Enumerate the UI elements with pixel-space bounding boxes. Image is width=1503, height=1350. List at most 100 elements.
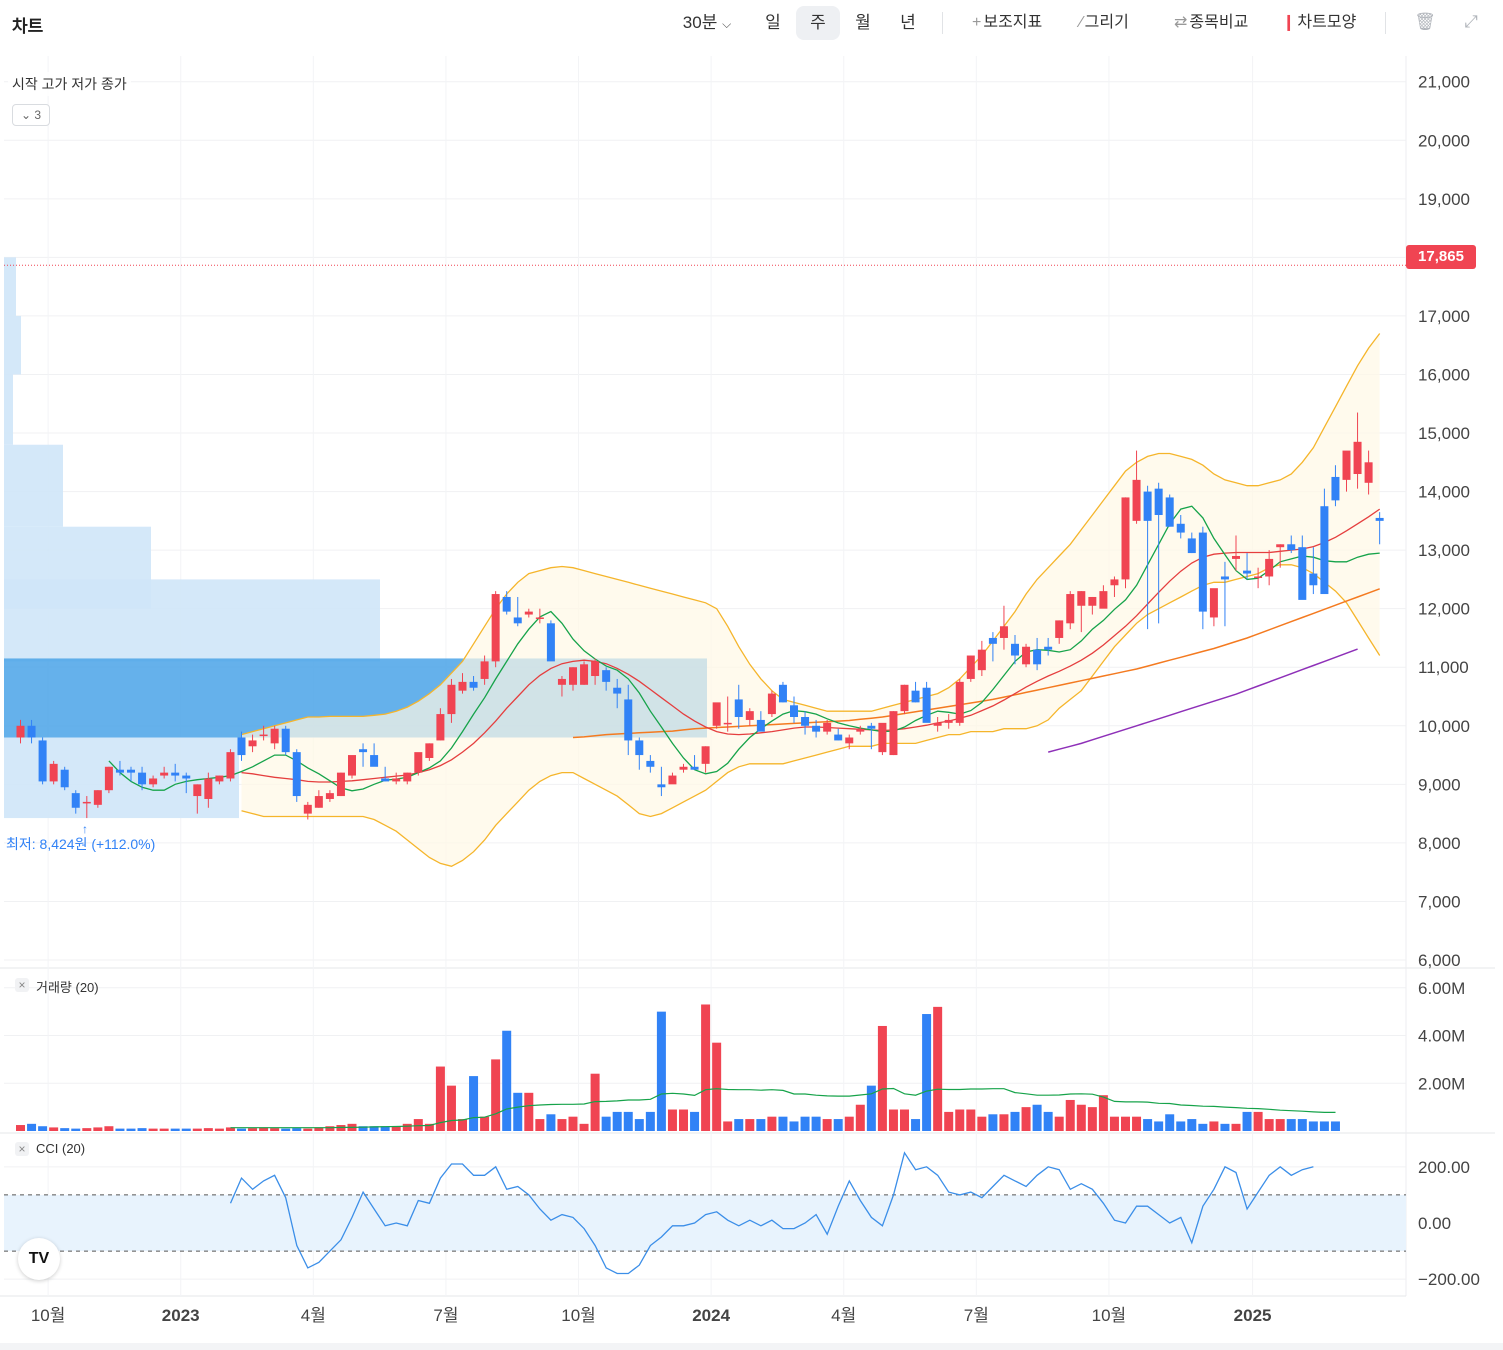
volume-bar [502, 1030, 512, 1131]
ma120-line [1048, 648, 1358, 753]
volume-bar [634, 1119, 644, 1131]
candle-body [1099, 591, 1108, 609]
volume-bar [1010, 1111, 1020, 1131]
candle-body [1320, 506, 1329, 595]
period-day-button[interactable]: 일 [765, 13, 781, 32]
volume-bar [237, 1128, 246, 1131]
period-week-button[interactable]: 주 [796, 6, 840, 40]
candle-body [845, 737, 854, 744]
candle-body [1276, 544, 1285, 548]
candle-body [370, 755, 379, 767]
trash-icon[interactable]: 🗑 [1414, 12, 1436, 31]
candle-body [723, 722, 732, 725]
volume-bar [1253, 1111, 1263, 1131]
candle-body [1243, 570, 1252, 574]
candle-body [569, 667, 577, 685]
volume-bar [60, 1128, 70, 1131]
volume-profile-bar [4, 374, 13, 445]
volume-bar [248, 1128, 258, 1131]
chart-style-label: 차트모양 [1297, 14, 1357, 31]
volume-bar [1154, 1121, 1164, 1131]
volume-bar [225, 1127, 235, 1131]
volume-bar [612, 1111, 622, 1131]
candle-body [756, 719, 765, 732]
candle-body [900, 684, 909, 712]
volume-bar [424, 1123, 434, 1131]
candle-body [1265, 558, 1274, 577]
candle-body [1176, 523, 1185, 533]
close-cci-pane-icon[interactable]: × [15, 1142, 29, 1156]
price-tick-label: 21,000 [1418, 73, 1470, 92]
candle-body [226, 752, 235, 779]
toolbar-divider [942, 12, 943, 34]
period-year-button[interactable]: 년 [900, 13, 916, 32]
candle-body [215, 775, 224, 782]
volume-bar [877, 1025, 887, 1131]
candle-body [27, 725, 36, 738]
candle-body [392, 778, 401, 782]
volume-bar [27, 1123, 37, 1131]
price-tick-label: 15,000 [1418, 424, 1470, 443]
volume-bar [325, 1126, 335, 1131]
candle-body [127, 769, 135, 773]
volume-bar [192, 1128, 202, 1131]
draw-button[interactable]: ⁄ 그리기 [1080, 6, 1129, 40]
volume-profile-bar [4, 257, 16, 316]
price-tick-label: 13,000 [1418, 541, 1470, 560]
indicator-button[interactable]: + 보조지표 [972, 6, 1042, 40]
candle-body [281, 728, 290, 753]
volume-bar [1319, 1121, 1329, 1131]
interval-dropdown[interactable]: 30분 ⌵ [674, 6, 740, 40]
period-month-button[interactable]: 월 [855, 13, 871, 32]
price-tick-label: 16,000 [1418, 365, 1470, 384]
candle-body [911, 690, 920, 703]
candle-body [778, 684, 787, 703]
volume-bar [745, 1119, 755, 1131]
price-tick-label: 20,000 [1418, 131, 1470, 150]
candle-body [1375, 517, 1384, 521]
candle-body [38, 740, 47, 782]
toolbar-divider [1385, 12, 1386, 34]
volume-bar [944, 1111, 954, 1131]
fullscreen-icon[interactable]: ⤢ [1464, 12, 1478, 31]
volume-bar [1275, 1119, 1285, 1131]
volume-bar [358, 1126, 368, 1131]
price-tick-label: 14,000 [1418, 483, 1470, 502]
time-tick-label: 4월 [301, 1306, 326, 1325]
price-tick-label: 10,000 [1418, 717, 1470, 736]
tradingview-logo[interactable]: TV [18, 1238, 60, 1280]
compare-button[interactable]: ⇄ 종목비교 [1174, 6, 1248, 40]
volume-bar [601, 1116, 611, 1131]
volume-profile-bar [4, 579, 380, 662]
volume-bar [1209, 1121, 1219, 1131]
volume-bar [369, 1126, 379, 1131]
candle-body [1165, 497, 1174, 527]
candle-body [944, 719, 953, 723]
page-title: 차트 [12, 17, 44, 36]
volume-bar [1021, 1107, 1031, 1131]
volume-bar [778, 1116, 788, 1131]
volume-bar [513, 1092, 523, 1131]
volume-bar [546, 1114, 556, 1131]
ma20-line [241, 508, 1381, 783]
volume-bar [314, 1127, 324, 1131]
candle-body [348, 755, 356, 776]
cci-line [229, 1151, 1314, 1275]
chart-style-button[interactable]: ❙ 차트모양 [1282, 6, 1356, 40]
time-tick-label: 2023 [162, 1306, 200, 1325]
candle-body [1044, 646, 1053, 650]
candle-body [1187, 538, 1196, 554]
price-tick-label: 7,000 [1418, 892, 1461, 911]
volume-bar [159, 1128, 169, 1131]
candle-body [480, 661, 489, 679]
legend-collapse-button[interactable]: ⌄ 3 [12, 104, 50, 126]
volume-bar [568, 1116, 578, 1131]
candle-body [790, 705, 798, 718]
candle-body [381, 778, 390, 782]
volume-bar [789, 1121, 799, 1131]
volume-bar [999, 1114, 1009, 1131]
volume-bar [1043, 1111, 1053, 1131]
candle-body [591, 661, 600, 677]
close-volume-pane-icon[interactable]: × [15, 978, 29, 992]
